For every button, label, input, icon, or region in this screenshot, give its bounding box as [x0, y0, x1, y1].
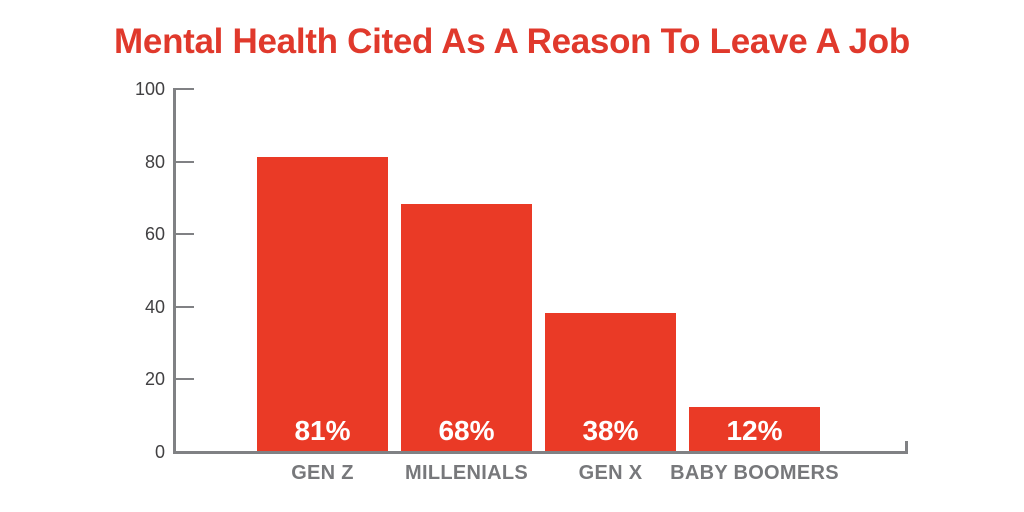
y-axis-tick: [173, 378, 194, 381]
bar-gen-z: 81%: [257, 156, 388, 451]
chart-title: Mental Health Cited As A Reason To Leave…: [114, 22, 910, 61]
y-axis-tick: [173, 233, 194, 236]
plot-area: 0 20 40 60 80 100 81% GEN Z 68% MILLENIALS 38% GEN …: [135, 79, 908, 484]
y-axis-tick: [173, 305, 194, 308]
y-axis-tick: [173, 160, 194, 163]
y-axis-tick: [173, 88, 194, 90]
y-axis-tick-label: 0: [154, 442, 165, 462]
y-axis-tick-label: 60: [144, 224, 165, 245]
bar-gen-x: 38%: [545, 313, 676, 451]
bar-baby-boomers: 12%: [689, 407, 820, 451]
x-axis-category-label-millenials: MILLENIALS: [405, 462, 528, 484]
y-axis-tick-label: 100: [134, 79, 165, 99]
x-axis-category-label-baby-boomers: BABY BOOMERS: [670, 462, 839, 484]
y-axis-line: [173, 88, 176, 454]
bar-value-label-millenials: 68%: [438, 414, 495, 446]
y-axis-tick-label: 20: [144, 369, 165, 390]
bar-value-label-gen-z: 81%: [294, 414, 351, 446]
x-axis-category-label-gen-x: GEN X: [578, 462, 643, 484]
bar-value-label-gen-x: 38%: [582, 414, 639, 446]
bar-value-label-baby-boomers: 12%: [726, 414, 783, 446]
y-axis-tick-label: 80: [144, 151, 165, 172]
x-axis-line: [173, 451, 908, 454]
x-axis-category-label-gen-z: GEN Z: [291, 462, 354, 484]
bar-millenials: 68%: [401, 204, 532, 451]
y-axis-tick-label: 40: [144, 296, 165, 317]
x-axis-end-cap: [905, 441, 908, 454]
